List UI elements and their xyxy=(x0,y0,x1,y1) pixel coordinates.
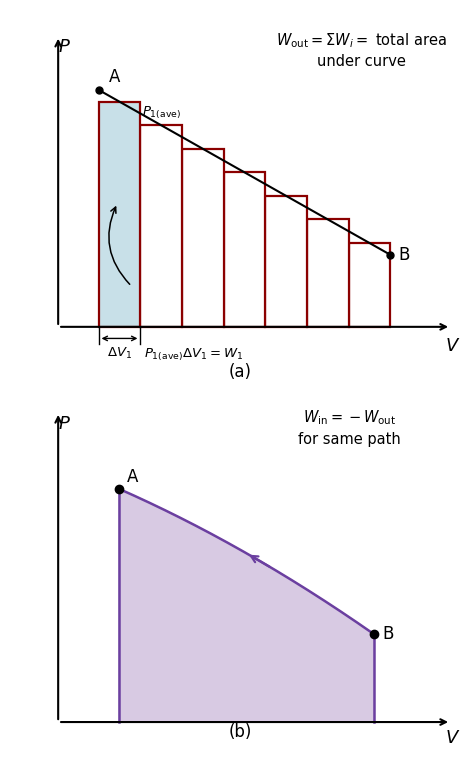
Text: $\Delta V_1$: $\Delta V_1$ xyxy=(107,346,132,361)
Text: $P$: $P$ xyxy=(58,38,71,57)
Bar xyxy=(99,102,140,327)
Polygon shape xyxy=(119,489,374,722)
Text: $V$: $V$ xyxy=(446,337,461,355)
Text: (a): (a) xyxy=(229,363,252,381)
Bar xyxy=(265,196,307,327)
Text: (b): (b) xyxy=(229,723,252,741)
Text: $P$: $P$ xyxy=(58,415,71,433)
Text: B: B xyxy=(398,245,410,264)
Bar xyxy=(224,173,265,327)
Text: for same path: for same path xyxy=(298,432,401,447)
Text: A: A xyxy=(109,68,120,86)
Text: $W_{\mathrm{in}} = -W_{\mathrm{out}}$: $W_{\mathrm{in}} = -W_{\mathrm{out}}$ xyxy=(303,408,396,426)
Text: B: B xyxy=(382,625,393,644)
Bar xyxy=(182,149,224,327)
Bar xyxy=(307,219,348,327)
Text: $V$: $V$ xyxy=(446,729,461,747)
Text: $P_{1(\mathrm{ave})} \Delta V_1 = W_1$: $P_{1(\mathrm{ave})} \Delta V_1 = W_1$ xyxy=(145,346,244,363)
Bar xyxy=(140,125,182,327)
Text: A: A xyxy=(127,468,138,486)
Bar xyxy=(348,243,390,327)
Text: under curve: under curve xyxy=(318,54,406,69)
Text: $P_{1(\mathrm{ave})}$: $P_{1(\mathrm{ave})}$ xyxy=(142,104,182,120)
Text: $W_{\mathrm{out}} = \Sigma W_i =$ total area: $W_{\mathrm{out}} = \Sigma W_i =$ total … xyxy=(276,31,447,51)
